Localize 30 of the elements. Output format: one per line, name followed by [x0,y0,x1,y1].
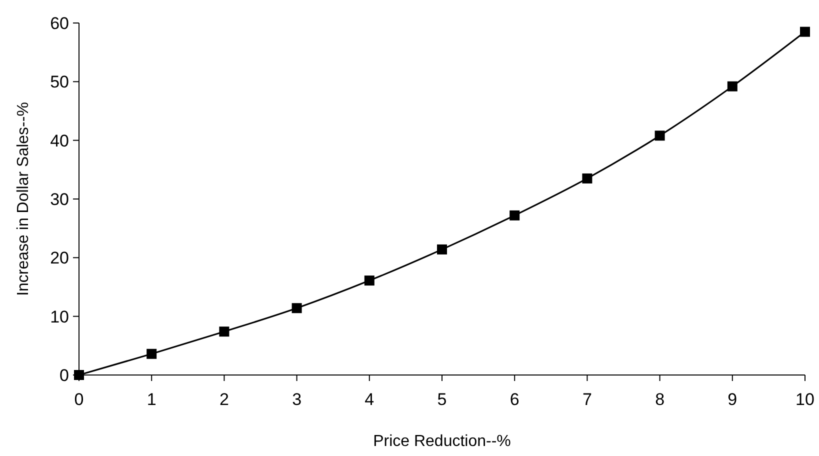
x-tick-label: 6 [510,390,520,409]
point [727,81,738,92]
x-axis-title: Price Reduction--% [373,433,511,450]
point [800,26,810,37]
point [654,130,665,141]
y-tick-label: 20 [50,248,69,268]
y-tick-label: 0 [60,366,69,385]
point [582,173,592,184]
point [219,326,230,337]
x-tick-label: 9 [728,390,738,409]
x-tick-label: 8 [655,390,665,409]
y-tick-label: 60 [50,14,69,33]
y-tick-label: 10 [50,307,69,326]
y-tick-label: 50 [50,72,69,92]
y-tick-label: 30 [50,190,69,209]
x-tick-label: 5 [437,390,447,409]
point [510,210,520,220]
x-tick-label: 4 [364,390,374,409]
x-tick-label: 7 [582,390,592,409]
y-tick-label: 40 [50,131,69,150]
point [364,276,374,286]
x-tick-label: 2 [219,390,229,409]
y-axis-title: Increase in Dollar Sales--% [15,102,32,296]
x-tick-label: 1 [146,390,156,409]
x-tick-label: 10 [796,390,814,409]
x-tick-label: 0 [74,390,84,409]
x-tick-label: 3 [292,390,302,409]
point [146,348,157,359]
point [292,303,302,314]
point [437,244,447,254]
